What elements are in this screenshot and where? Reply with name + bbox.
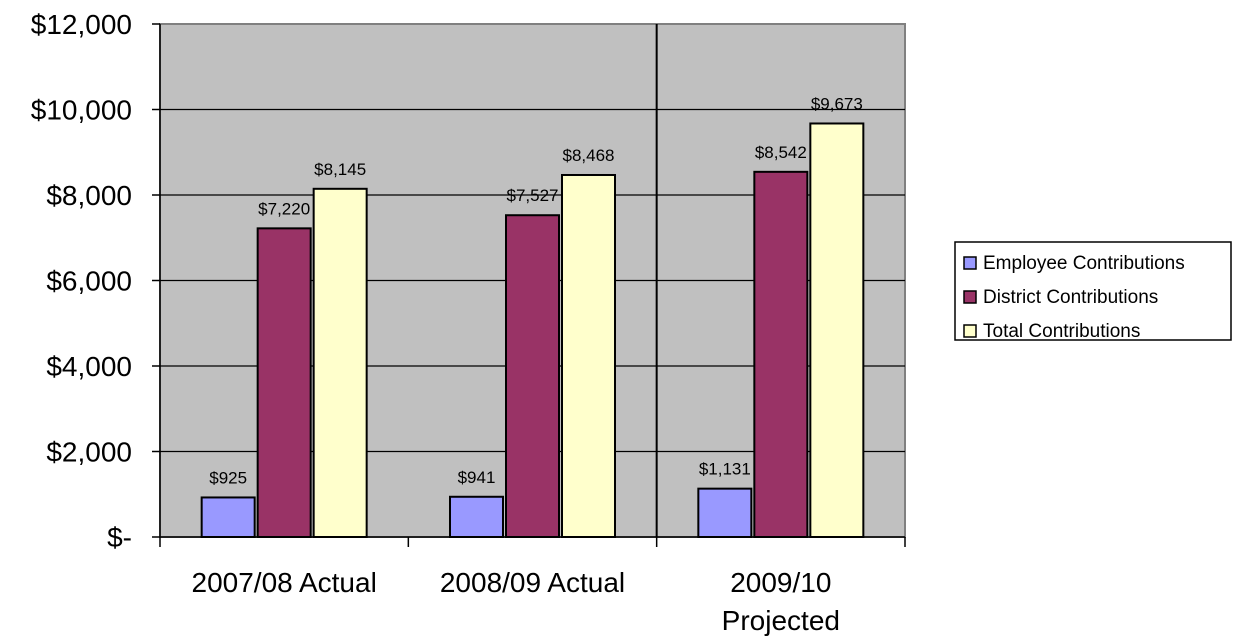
y-tick-label: $12,000 [31, 9, 132, 40]
plot-area: $925 $7,220 $8,145 $941 $7,527 $8,468 $1,131 $8… [159, 23, 906, 539]
legend-swatch [963, 290, 977, 304]
data-label: $8,468 [563, 146, 615, 165]
data-label: $1,131 [699, 460, 751, 479]
legend: Employee Contributions District Contribut… [954, 241, 1232, 342]
y-tick-label: $- [107, 522, 132, 553]
legend-label: Total Contributions [983, 321, 1140, 342]
data-label: $8,145 [314, 160, 366, 179]
x-tick-label: 2007/08 Actual [192, 567, 377, 598]
data-label: $8,542 [755, 143, 807, 162]
bar-employee-contributions-2 [697, 487, 753, 538]
bar-total-contributions-0 [312, 187, 368, 539]
data-label: $925 [209, 468, 247, 487]
data-label: $7,527 [507, 186, 559, 205]
legend-box [954, 241, 1232, 341]
y-tick-label: $10,000 [31, 95, 132, 126]
x-tick-label: 2009/10 Projected [722, 567, 840, 636]
data-label: $7,220 [258, 199, 310, 218]
data-label: $9,673 [811, 94, 863, 113]
bar-total-contributions-2 [809, 122, 865, 538]
bar-employee-contributions-0 [200, 496, 256, 538]
axes: $- $2,000 $4,000 $6,000 $8,000 $10,000 $12,000… [31, 9, 906, 636]
legend-swatch [963, 256, 977, 270]
bar-total-contributions-1 [561, 173, 616, 538]
bar-employee-contributions-1 [449, 495, 504, 538]
bar-district-contributions-2 [753, 170, 809, 538]
y-tick-label: $2,000 [46, 437, 132, 468]
y-tick-label: $8,000 [46, 180, 132, 211]
bar-district-contributions-0 [256, 227, 312, 538]
y-tick-label: $4,000 [46, 351, 132, 382]
x-tick-label: 2008/09 Actual [440, 567, 625, 598]
y-tick-label: $6,000 [46, 266, 132, 297]
legend-label: District Contributions [983, 287, 1158, 308]
legend-label: Employee Contributions [983, 253, 1185, 274]
bar-district-contributions-1 [505, 214, 560, 538]
legend-swatch [963, 324, 977, 338]
data-label: $941 [458, 468, 496, 487]
